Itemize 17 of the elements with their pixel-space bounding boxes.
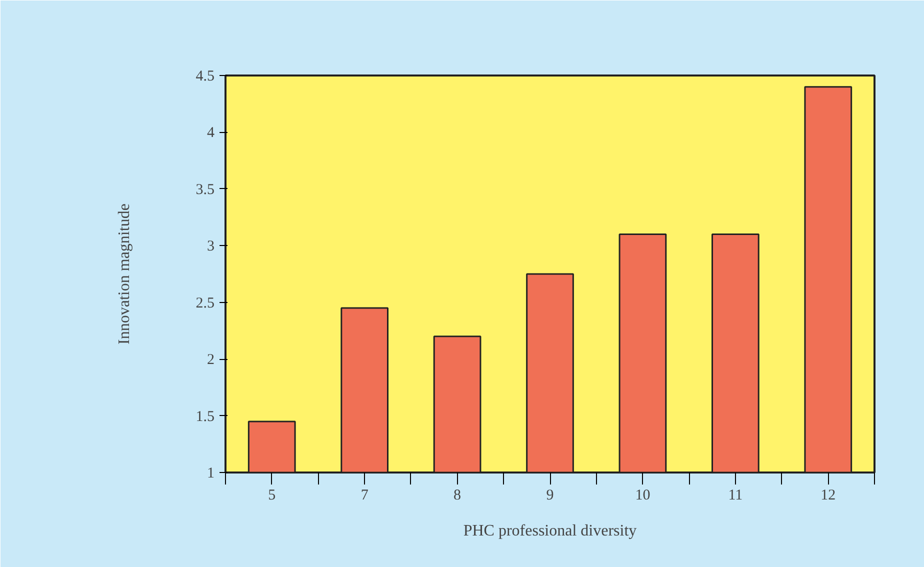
- x-tick-label: 7: [360, 488, 369, 504]
- y-tick-label: 2.5: [196, 295, 214, 312]
- x-axis-title: PHC professional diversity: [463, 522, 637, 540]
- x-tick-label: 10: [635, 488, 650, 504]
- y-axis-title: Innovation magnitude: [116, 204, 133, 344]
- y-tick-label: 4.5: [196, 68, 214, 84]
- x-tick-label: 8: [454, 488, 462, 504]
- y-tick-label: 3.5: [196, 182, 214, 198]
- x-tick-label: 12: [820, 488, 836, 504]
- y-tick-label: 3: [207, 238, 214, 255]
- x-tick-label: 5: [268, 488, 276, 504]
- y-tick-label: 4: [207, 125, 215, 142]
- y-tick-label: 1.5: [196, 408, 214, 425]
- y-tick-label: 1: [207, 466, 214, 482]
- x-tick-label: 9: [546, 488, 554, 504]
- x-tick-label: 11: [728, 488, 743, 504]
- y-tick-label: 2: [207, 352, 214, 368]
